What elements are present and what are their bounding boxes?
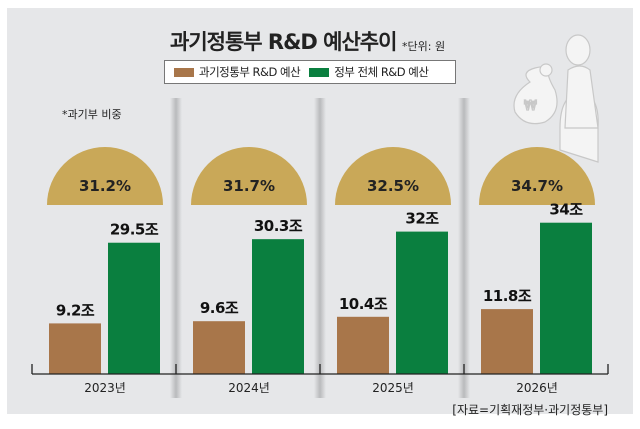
x-tick-label: 2024년 — [228, 381, 270, 395]
bar-gov — [396, 231, 448, 374]
chart-title: 과기정통부 R&D 예산추이 — [170, 30, 397, 54]
legend-swatch-gov — [309, 67, 330, 77]
bar-msit — [193, 321, 245, 374]
share-value-label: 31.2% — [79, 177, 131, 195]
unit-note: *단위: 원 — [402, 40, 446, 53]
bar-value-label: 10.4조 — [339, 295, 388, 313]
group-divider — [314, 98, 326, 398]
x-tick-label: 2023년 — [84, 381, 126, 395]
legend-label-msit: 과기정통부 R&D 예산 — [199, 65, 301, 79]
bar-gov — [540, 222, 592, 374]
bar-msit — [481, 309, 533, 374]
bar-value-label: 29.5조 — [110, 221, 159, 239]
bar-value-label: 34조 — [549, 201, 583, 219]
bar-value-label: 9.2조 — [56, 301, 95, 319]
share-value-label: 32.5% — [367, 177, 419, 195]
bar-gov — [252, 239, 304, 374]
svg-text:₩: ₩ — [524, 99, 537, 114]
share-value-label: 31.7% — [223, 177, 275, 195]
group-divider — [458, 98, 470, 398]
share-label: *과기부 비중 — [62, 108, 122, 121]
share-value-label: 34.7% — [511, 177, 563, 195]
bar-msit — [337, 316, 389, 374]
share-semicircle — [479, 147, 595, 205]
group-divider — [170, 98, 182, 398]
bar-gov — [108, 242, 160, 374]
share-semicircle — [335, 147, 451, 205]
source-note: [자료=기획재정부·과기정통부] — [452, 403, 608, 417]
legend: 과기정통부 R&D 예산 정부 전체 R&D 예산 — [164, 60, 456, 84]
x-tick-label: 2025년 — [372, 381, 414, 395]
share-semicircle — [47, 147, 163, 205]
person-with-money-bag-icon: ₩ — [513, 34, 599, 163]
bar-value-label: 32조 — [405, 210, 439, 228]
share-semicircle — [191, 147, 307, 205]
bar-value-label: 30.3조 — [254, 217, 303, 235]
legend-swatch-msit — [174, 67, 194, 77]
x-tick-label: 2026년 — [516, 381, 558, 395]
legend-label-gov: 정부 전체 R&D 예산 — [334, 65, 429, 79]
bar-value-label: 9.6조 — [200, 299, 239, 317]
bar-value-label: 11.8조 — [483, 287, 532, 305]
bar-msit — [49, 323, 101, 374]
